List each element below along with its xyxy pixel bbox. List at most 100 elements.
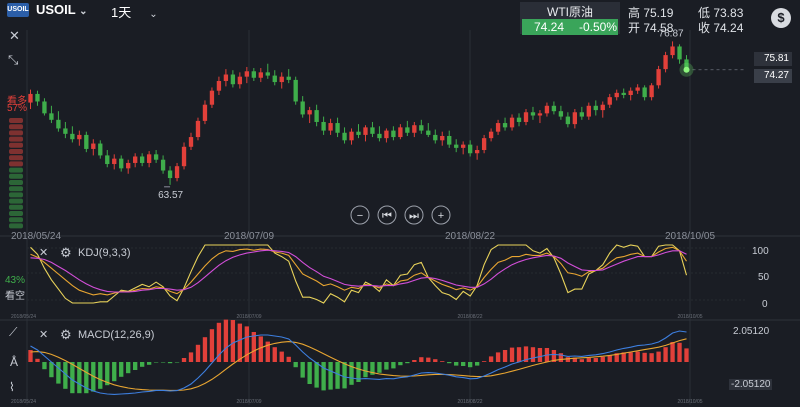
candle-body: [237, 76, 243, 85]
macd-histogram-bar: [126, 362, 131, 374]
candle-body: [558, 111, 564, 117]
x-tick-label-small: 2018/05/24: [11, 314, 36, 320]
macd-histogram-bar: [426, 357, 431, 362]
kdj-d-line: [30, 249, 687, 293]
chevron-down-icon[interactable]: ⌄: [79, 6, 88, 17]
candle-body: [105, 155, 110, 165]
draw-tool-icon[interactable]: Å: [10, 355, 19, 369]
candle-body: [481, 138, 487, 151]
chevron-down-icon[interactable]: ⌄: [149, 9, 158, 20]
macd-histogram-bar: [684, 348, 689, 362]
dollar-icon[interactable]: $: [771, 8, 791, 28]
candle-body: [195, 120, 201, 138]
macd-histogram-bar: [412, 360, 417, 362]
candle-body: [272, 75, 277, 83]
symbol-selector[interactable]: USOIL ⌄: [36, 2, 88, 17]
macd-histogram-bar: [105, 362, 110, 386]
macd-histogram-bar: [614, 353, 619, 362]
macd-histogram-bar: [335, 362, 340, 389]
candle-body: [454, 144, 459, 148]
sentiment-bar-segment: [9, 217, 23, 223]
sentiment-bar-segment: [9, 180, 23, 185]
next-icon[interactable]: [404, 205, 424, 225]
macd-histogram-bar: [139, 362, 145, 367]
macd-histogram-bar: [663, 347, 668, 362]
chart-type-icon[interactable]: ⟋: [9, 325, 18, 339]
candle-body: [663, 55, 668, 70]
candle-body: [447, 135, 452, 145]
macd-histogram-bar: [160, 362, 166, 363]
macd-histogram-bar: [153, 362, 159, 363]
close-icon[interactable]: ✕: [9, 28, 20, 43]
settings-icon[interactable]: ⚙: [60, 327, 72, 342]
kdj-label: KDJ(9,3,3): [78, 247, 131, 259]
candle-body: [635, 87, 640, 91]
bear-label: 看空: [5, 291, 25, 302]
x-tick-label: 2018/07/09: [224, 231, 274, 242]
macd-histogram-bar: [530, 347, 536, 362]
sentiment-bar-segment: [9, 149, 23, 154]
candle-body: [244, 71, 250, 77]
macd-histogram-bar: [314, 362, 319, 388]
macd-histogram-bar: [202, 337, 208, 362]
prev-icon[interactable]: [377, 205, 397, 225]
macd-histogram-bar: [579, 359, 584, 362]
candle-body: [70, 133, 75, 140]
candle-body: [461, 144, 466, 148]
bull-label: 看多: [7, 96, 27, 107]
macd-histogram-bar: [474, 362, 480, 366]
macd-histogram-bar: [307, 362, 312, 384]
kdj-j-line: [30, 244, 688, 304]
kdj-tick-0: 0: [762, 299, 768, 310]
close-icon[interactable]: ✕: [39, 329, 49, 341]
period-selector[interactable]: 1天 ⌄: [111, 2, 158, 21]
zoom-out-icon[interactable]: [350, 205, 370, 225]
macd-histogram-bar: [42, 362, 47, 370]
quote-low: 低 73.83: [698, 6, 744, 20]
candle-body: [377, 133, 382, 139]
close-icon[interactable]: ✕: [39, 247, 49, 259]
quote-price: 74.24: [534, 20, 565, 34]
macd-histogram-bar: [440, 361, 445, 362]
candle-body: [209, 90, 215, 105]
macd-histogram-bar: [495, 352, 501, 362]
candle-body: [384, 130, 389, 139]
macd-histogram-bar: [56, 362, 61, 384]
sentiment-bar-segment: [9, 186, 23, 192]
candle-body: [363, 127, 368, 135]
candle-body: [530, 112, 536, 116]
macd-histogram-bar: [188, 352, 194, 362]
macd-histogram-bar: [586, 358, 591, 362]
macd-histogram-bar: [28, 350, 33, 362]
expand-icon[interactable]: ⤡: [8, 52, 19, 67]
high-annotation: 76.87: [659, 28, 684, 39]
macd-histogram-bar: [112, 362, 117, 382]
candle-body: [139, 156, 145, 163]
candle-body: [279, 76, 284, 83]
macd-histogram-bar: [447, 362, 452, 364]
macd-histogram-bar: [35, 358, 40, 362]
sentiment-bar-segment: [9, 136, 23, 142]
macd-histogram-bar: [370, 362, 375, 375]
macd-histogram-bar: [258, 336, 263, 362]
zoom-in-icon[interactable]: [431, 205, 451, 225]
macd-histogram-bar: [509, 347, 515, 362]
x-tick-label-small: 2018/10/05: [677, 399, 702, 405]
indicator-icon[interactable]: ⌇: [9, 380, 15, 394]
low-annotation: 63.57: [158, 190, 183, 201]
x-tick-label: 2018/05/24: [11, 231, 61, 242]
settings-icon[interactable]: ⚙: [60, 245, 72, 260]
sentiment-bar-segment: [9, 142, 23, 148]
candle-body: [188, 137, 194, 147]
macd-histogram-bar: [63, 362, 68, 389]
sentiment-bar-segment: [9, 167, 23, 173]
candle-body: [370, 127, 375, 134]
candle-body: [516, 117, 522, 122]
quote-price-bar: 74.24 -0.50%: [522, 19, 618, 35]
macd-histogram-bar: [481, 361, 487, 362]
bear-percent: 43%: [5, 275, 26, 286]
macd-histogram-bar: [551, 350, 557, 362]
kdj-tick-100: 100: [752, 246, 769, 257]
price-tag-upper: 75.81: [753, 52, 792, 66]
